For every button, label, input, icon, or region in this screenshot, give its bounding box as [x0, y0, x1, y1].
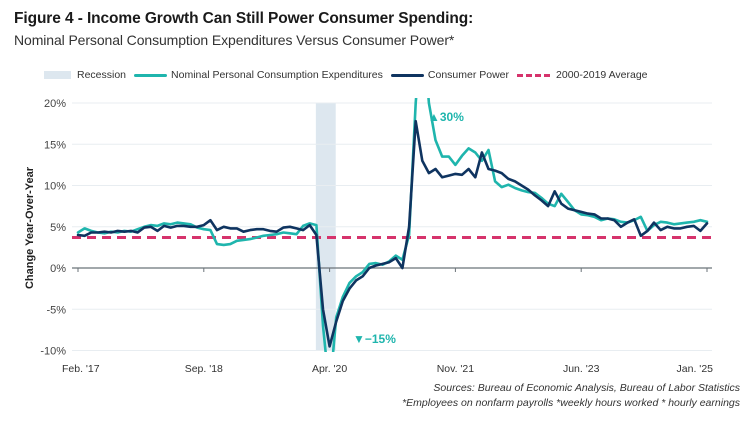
- y-tick-label: 0%: [50, 263, 66, 275]
- y-tick-label: -5%: [46, 304, 66, 316]
- legend-item-average: 2000-2019 Average: [517, 69, 648, 81]
- y-tick-label: -10%: [40, 346, 66, 358]
- chart-title: Figure 4 - Income Growth Can Still Power…: [14, 10, 474, 27]
- x-tick-label: Jun. '23: [563, 363, 600, 375]
- annotation-trough: ▼−15%: [353, 332, 396, 346]
- x-tick-label: Jan. '25: [677, 363, 714, 375]
- average-swatch: [517, 73, 551, 77]
- consumer-power-swatch: [390, 73, 424, 77]
- x-tick-label: Apr. '20: [312, 363, 347, 375]
- x-tick-label: Feb. '17: [62, 363, 100, 375]
- legend: Recession Nominal Personal Consumption E…: [44, 67, 656, 83]
- pce-series-line: [76, 98, 709, 352]
- annotation-peak: ▲30%: [428, 110, 464, 124]
- y-tick-label: 15%: [44, 139, 66, 151]
- source-note: Sources: Bureau of Economic Analysis, Bu…: [402, 381, 740, 411]
- y-tick-label: 5%: [50, 222, 66, 234]
- consumer-power-series-line: [76, 119, 709, 348]
- y-tick-label: 20%: [44, 98, 66, 110]
- legend-item-pce: Nominal Personal Consumption Expenditure…: [134, 69, 383, 81]
- sources-text: Sources: Bureau of Economic Analysis, Bu…: [433, 382, 740, 394]
- y-tick-label: 10%: [44, 181, 66, 193]
- legend-item-consumer-power: Consumer Power: [390, 69, 510, 81]
- pce-swatch: [134, 73, 168, 77]
- legend-label: Recession: [77, 69, 127, 81]
- recession-swatch: [44, 71, 71, 79]
- legend-item-recession: Recession: [44, 69, 126, 81]
- x-tick-label: Nov. '21: [437, 363, 475, 375]
- footnote-text: *Employees on nonfarm payrolls *weekly h…: [402, 397, 740, 409]
- legend-label: Nominal Personal Consumption Expenditure…: [171, 69, 383, 81]
- chart-subtitle: Nominal Personal Consumption Expenditure…: [14, 32, 455, 48]
- legend-label: Consumer Power: [427, 69, 510, 81]
- x-tick-label: Sep. '18: [185, 363, 223, 375]
- legend-label: 2000-2019 Average: [556, 69, 648, 81]
